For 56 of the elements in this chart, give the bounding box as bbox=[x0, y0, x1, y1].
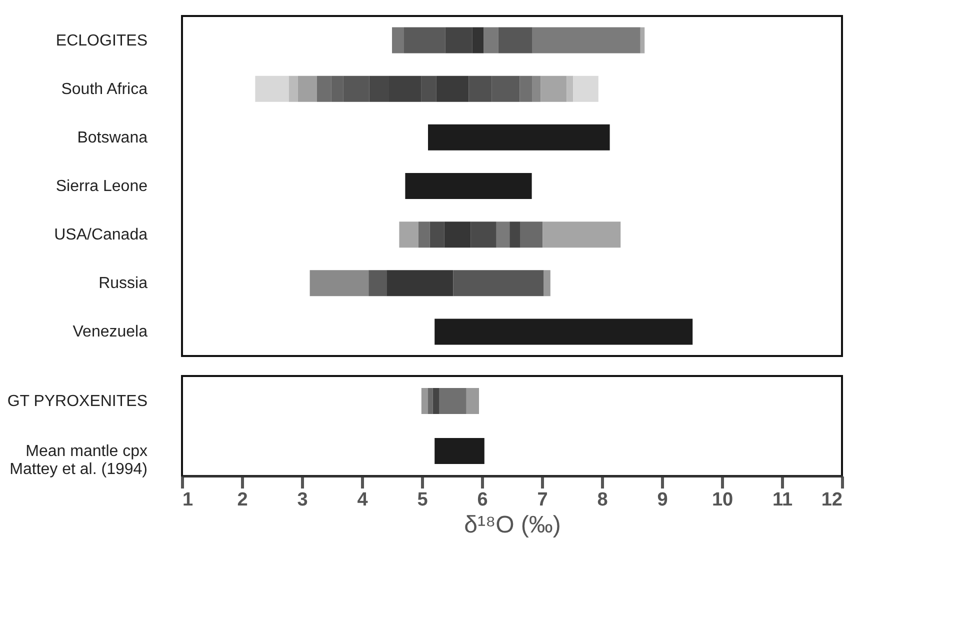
bar bbox=[421, 388, 428, 414]
bar bbox=[368, 270, 387, 296]
bar bbox=[466, 388, 479, 414]
bar bbox=[520, 76, 532, 102]
bar bbox=[428, 124, 610, 150]
y-tick-label: GT PYROXENITES bbox=[7, 393, 148, 410]
bar bbox=[472, 27, 484, 54]
bar bbox=[405, 173, 532, 199]
x-tick-label: 11 bbox=[772, 490, 793, 510]
bar bbox=[298, 76, 317, 102]
bar bbox=[255, 76, 289, 102]
y-tick-label: Botswana bbox=[77, 129, 148, 146]
x-tick-label: 5 bbox=[417, 490, 428, 510]
x-tick-label: 6 bbox=[477, 490, 488, 510]
y-tick-label: Russia bbox=[98, 275, 148, 292]
x-tick-label: 1 bbox=[182, 490, 194, 510]
y-tick-label: ECLOGITES bbox=[56, 32, 148, 50]
y-tick-label: Venezuela bbox=[72, 324, 148, 341]
y-tick-label: South Africa bbox=[61, 80, 148, 98]
bar bbox=[544, 270, 550, 296]
x-tick-label: 12 bbox=[821, 490, 842, 510]
bar bbox=[434, 438, 484, 464]
bar bbox=[566, 76, 574, 102]
bar bbox=[439, 388, 466, 414]
bar bbox=[434, 318, 693, 345]
y-tick-label: USA/Canada bbox=[54, 226, 148, 244]
bar bbox=[445, 27, 472, 54]
bar bbox=[310, 270, 369, 296]
x-tick-label: 10 bbox=[712, 490, 734, 510]
x-tick-label: 2 bbox=[237, 490, 248, 510]
bar bbox=[640, 27, 645, 54]
x-tick-label: 3 bbox=[297, 490, 308, 510]
y-tick-label: Mean mantle cpx Mattey et al. (1994) bbox=[10, 443, 148, 478]
bar bbox=[432, 388, 440, 414]
bar bbox=[484, 27, 498, 54]
bar bbox=[470, 222, 496, 248]
bar bbox=[392, 27, 404, 54]
bar bbox=[404, 27, 446, 54]
bar bbox=[532, 76, 541, 102]
x-axis-title: δ¹⁸O (‰) bbox=[464, 512, 561, 538]
x-tick-label: 8 bbox=[597, 490, 608, 510]
bar bbox=[430, 222, 444, 248]
y-tick-label: Sierra Leone bbox=[56, 178, 148, 195]
bar bbox=[573, 76, 598, 102]
bar bbox=[540, 76, 567, 102]
bar bbox=[436, 76, 469, 102]
bar bbox=[532, 27, 640, 54]
bar bbox=[428, 388, 433, 414]
x-tick-label: 7 bbox=[537, 490, 548, 510]
x-tick-label: 4 bbox=[357, 490, 368, 510]
bar bbox=[510, 222, 520, 248]
bar bbox=[498, 27, 532, 54]
bar bbox=[288, 76, 298, 102]
bar bbox=[520, 222, 543, 248]
bar bbox=[421, 76, 436, 102]
x-tick-label: 9 bbox=[657, 490, 668, 510]
